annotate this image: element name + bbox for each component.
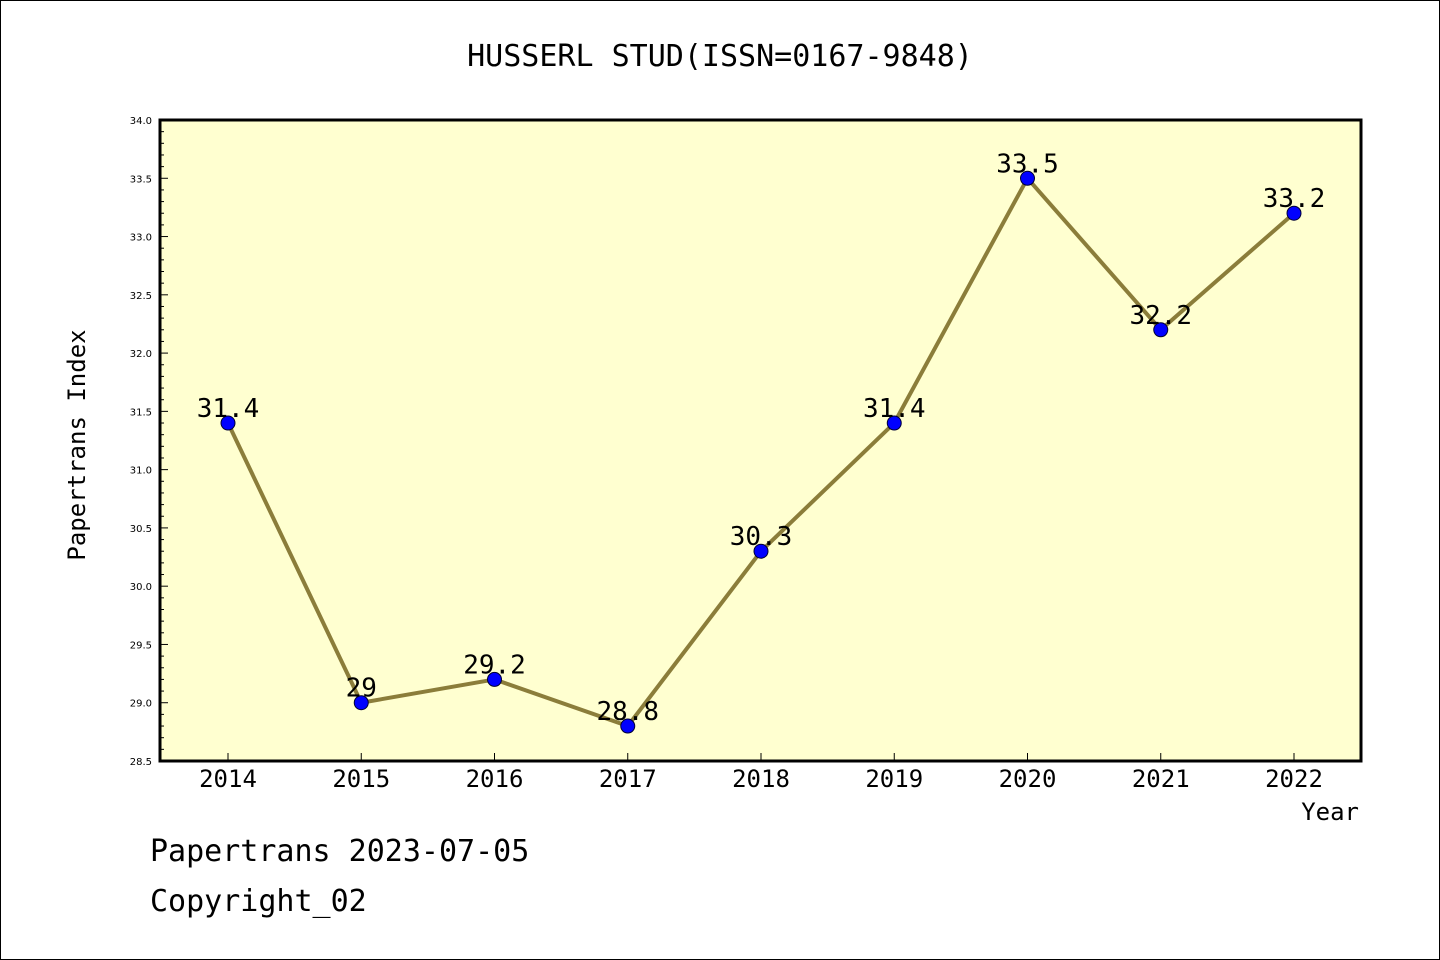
x-tick-label: 2017 bbox=[599, 765, 657, 793]
data-label: 33.5 bbox=[996, 149, 1059, 179]
y-tick-label: 31.0 bbox=[130, 466, 152, 477]
y-tick-label: 34.0 bbox=[130, 116, 152, 127]
x-tick-label: 2019 bbox=[865, 765, 923, 793]
data-label: 33.2 bbox=[1263, 184, 1326, 214]
y-tick-label: 28.5 bbox=[130, 757, 152, 768]
y-tick-label: 29.5 bbox=[130, 640, 152, 651]
footer-date: Papertrans 2023-07-05 bbox=[150, 834, 530, 869]
y-axis-ticks: 28.5 29.0 29.5 30.0 30.5 31.0 31.5 32.0 32.5 33.0… bbox=[130, 116, 168, 768]
y-tick-label: 31.5 bbox=[130, 407, 152, 418]
data-point bbox=[1286, 205, 1302, 221]
series-group: 31.4 29 29.2 28.8 30.3 31.4 33.5 32.2 33.2 bbox=[197, 149, 1326, 734]
data-label: 29.2 bbox=[463, 650, 526, 680]
data-label: 32.2 bbox=[1129, 301, 1192, 331]
data-point bbox=[1020, 170, 1035, 186]
y-tick-label: 30.5 bbox=[130, 524, 152, 535]
x-tick-label: 2015 bbox=[332, 765, 390, 793]
data-label: 30.3 bbox=[730, 522, 793, 552]
data-point bbox=[353, 695, 369, 711]
data-point bbox=[487, 671, 502, 687]
chart-title: HUSSERL STUD(ISSN=0167-9848) bbox=[467, 39, 973, 74]
y-tick-label: 32.0 bbox=[130, 349, 152, 360]
y-axis-label: Papertrans Index bbox=[63, 329, 91, 560]
data-label: 31.4 bbox=[863, 394, 926, 424]
data-label: 31.4 bbox=[197, 394, 260, 424]
x-axis-label: Year bbox=[1301, 798, 1359, 826]
y-tick-label: 29.0 bbox=[130, 699, 152, 710]
x-axis-ticks: 2014 2015 2016 2017 2018 2019 2020 2021 2022 bbox=[199, 753, 1323, 793]
y-tick-label: 30.0 bbox=[130, 582, 152, 593]
x-tick-label: 2018 bbox=[732, 765, 790, 793]
data-point bbox=[620, 718, 636, 734]
x-tick-label: 2021 bbox=[1132, 765, 1190, 793]
x-tick-label: 2016 bbox=[466, 765, 524, 793]
data-point bbox=[753, 543, 769, 559]
x-tick-label: 2020 bbox=[999, 765, 1057, 793]
y-tick-label: 33.5 bbox=[130, 174, 152, 185]
data-point bbox=[1153, 322, 1169, 338]
x-tick-label: 2022 bbox=[1265, 765, 1323, 793]
data-label: 29 bbox=[346, 674, 377, 704]
x-tick-label: 2014 bbox=[199, 765, 257, 793]
y-tick-label: 33.0 bbox=[130, 233, 152, 244]
plot-area bbox=[158, 118, 1363, 763]
data-point bbox=[220, 415, 236, 431]
data-point bbox=[886, 415, 902, 431]
data-label: 28.8 bbox=[596, 697, 659, 727]
y-tick-label: 32.5 bbox=[130, 291, 152, 302]
footer-copyright: Copyright_02 bbox=[150, 884, 367, 919]
